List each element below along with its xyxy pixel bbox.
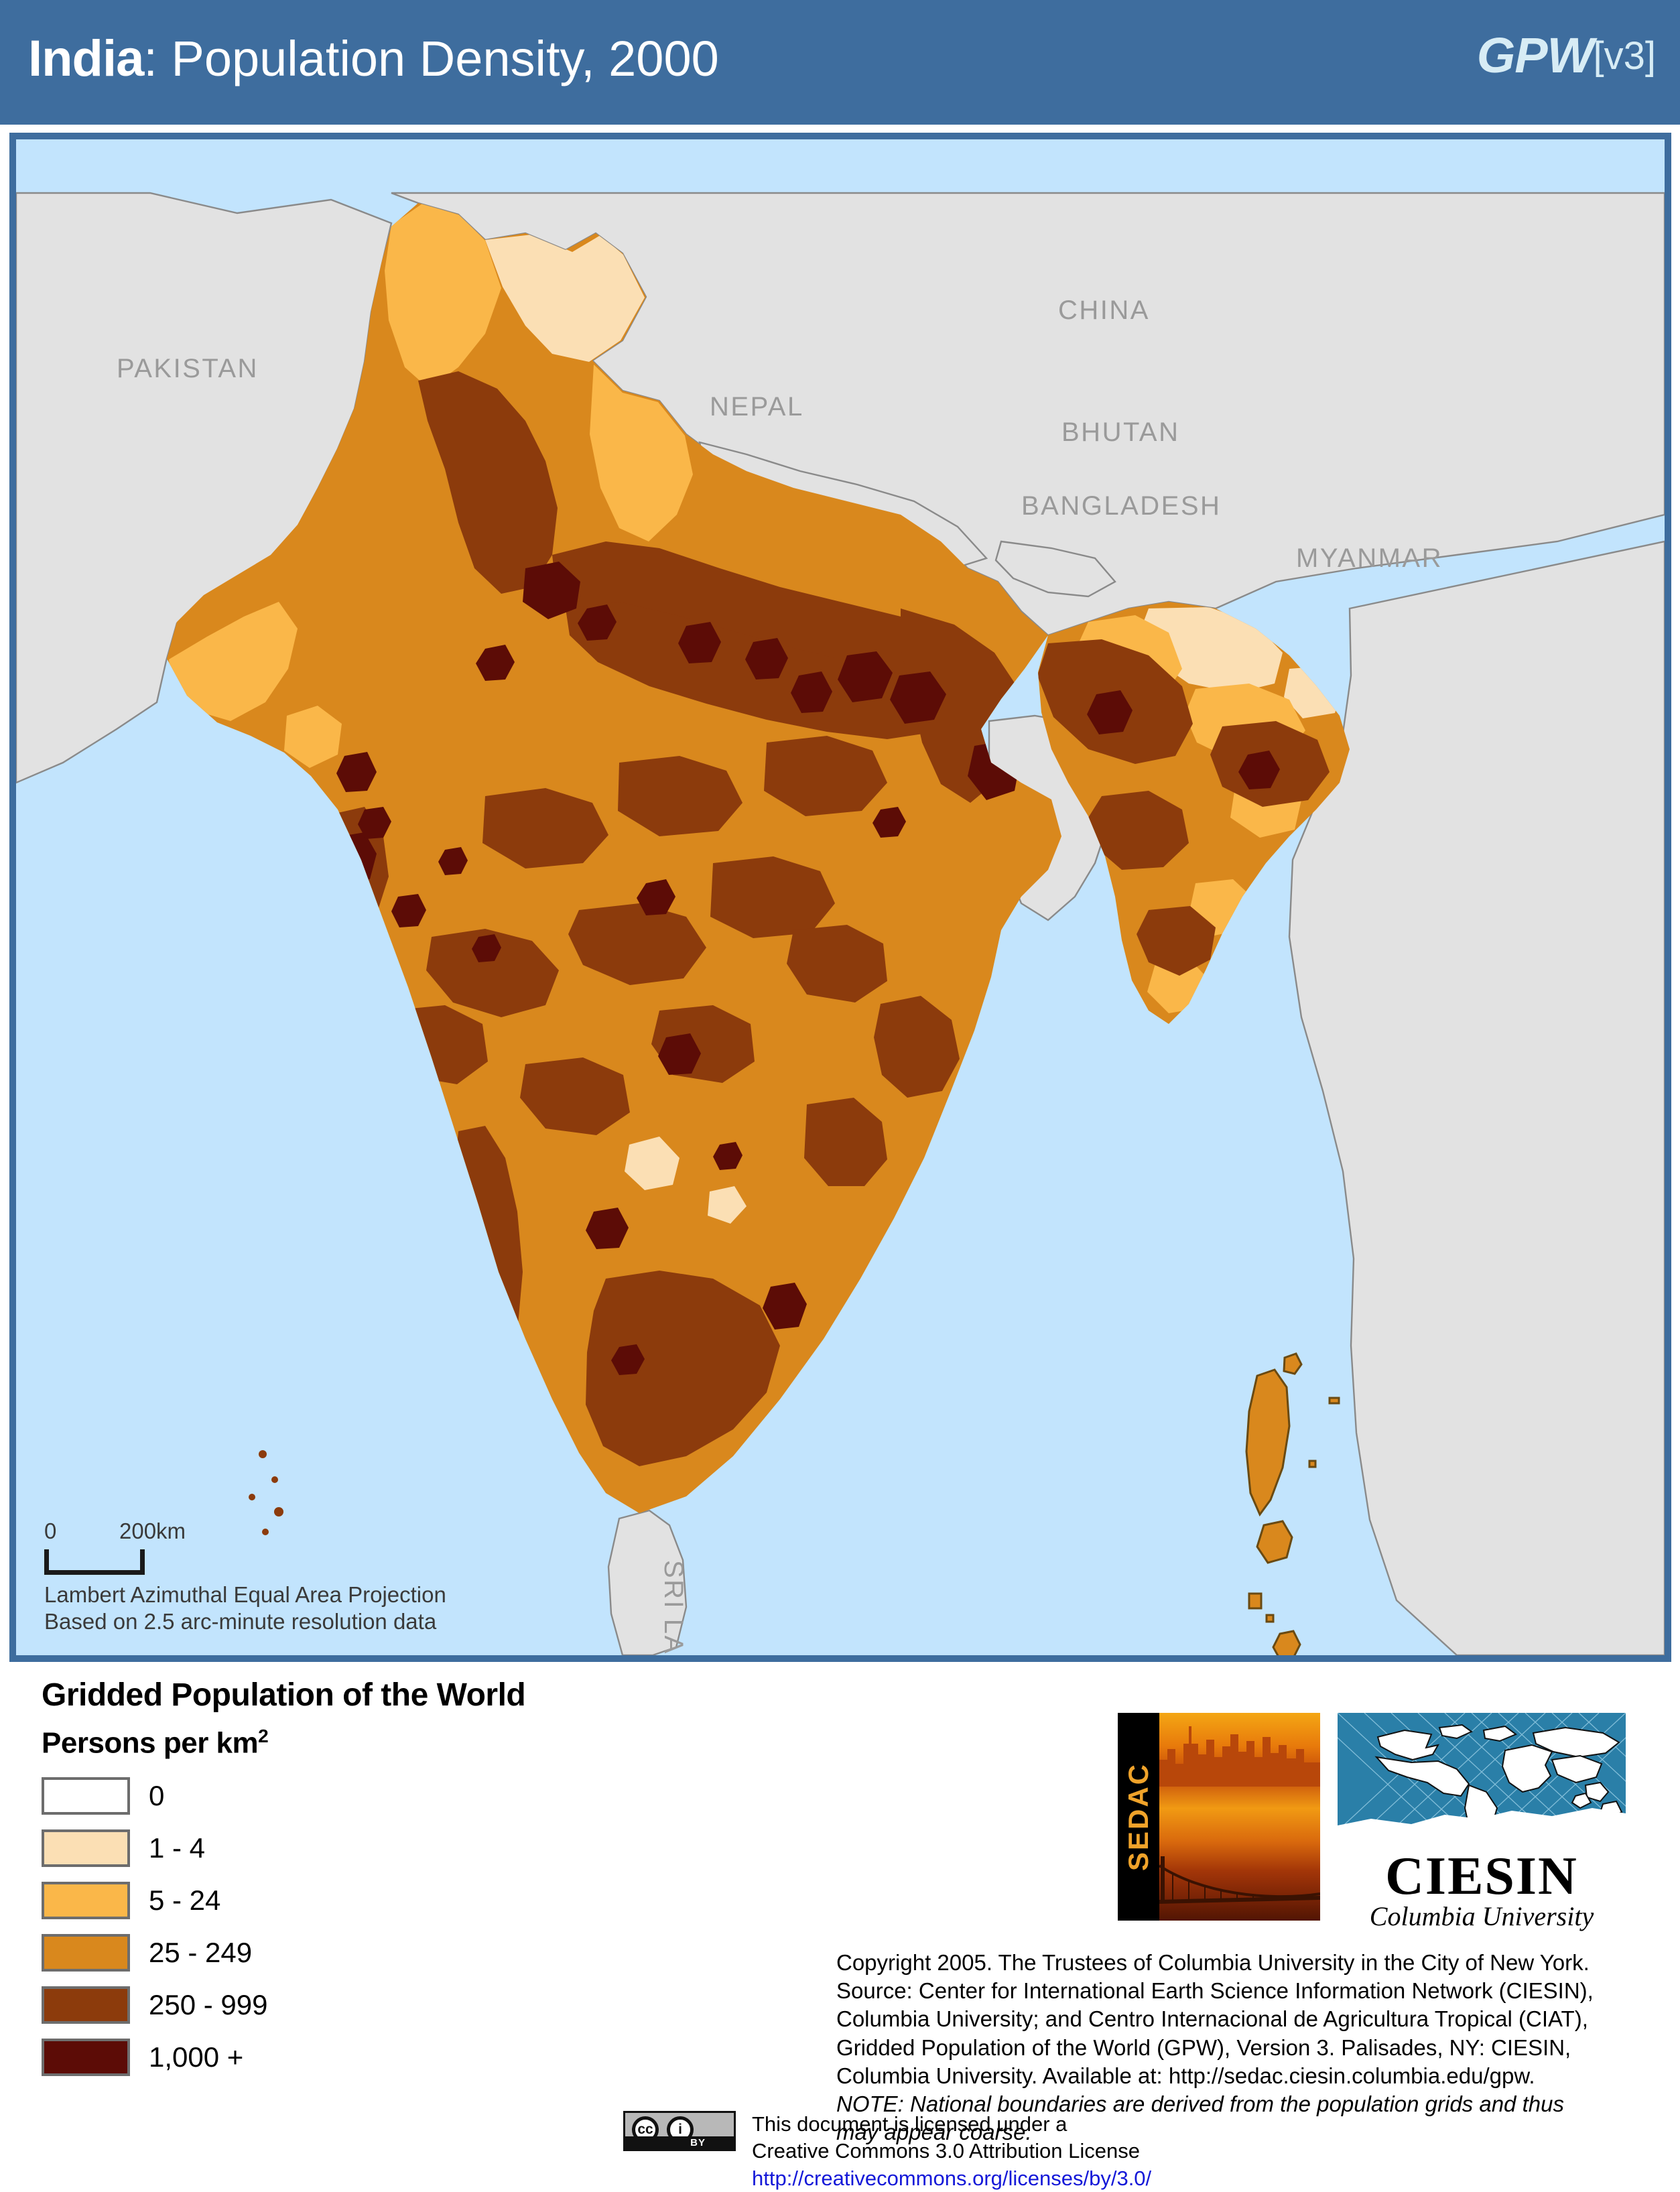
label-bangladesh: BANGLADESH (1021, 491, 1221, 521)
scale-bracket (44, 1549, 145, 1575)
sedac-sidebar: SEDAC (1118, 1713, 1159, 1921)
land-srilanka (607, 1509, 688, 1655)
legend-swatch-0 (42, 1777, 130, 1815)
projection-line-1: Lambert Azimuthal Equal Area Projection (44, 1582, 446, 1607)
license-text: This document is licensed under a Creati… (752, 2111, 1151, 2192)
copyright-line-5: Columbia University. Available at: http:… (836, 2063, 1535, 2088)
copyright-line-1: Copyright 2005. The Trustees of Columbia… (836, 1950, 1590, 1975)
country-labels-group: CHINA PAKISTAN NEPAL BHUTAN BANGLADESH M… (117, 296, 1443, 1655)
ciesin-world-map (1338, 1713, 1626, 1850)
bridge-icon (1159, 1856, 1320, 1904)
legend-label-4: 250 - 999 (149, 1988, 268, 2020)
population-density-map[interactable]: CHINA PAKISTAN NEPAL BHUTAN BANGLADESH M… (16, 139, 1665, 1655)
lakshadweep-islands (249, 1450, 283, 1535)
legend-label-3: 25 - 249 (149, 1936, 253, 1968)
legend-swatch-5 (42, 2038, 130, 2076)
title-subject: : Population Density, 2000 (143, 31, 719, 86)
legend-swatch-1 (42, 1829, 130, 1867)
world-map-icon (1338, 1713, 1626, 1850)
copyright-note-1: NOTE: National boundaries are derived fr… (836, 2091, 1564, 2117)
legend-swatch-3 (42, 1933, 130, 1972)
brand-version: [v3] (1593, 34, 1657, 78)
ciesin-logo[interactable]: CIESIN Columbia University (1338, 1713, 1626, 1932)
copyright-line-3: Columbia University; and Centro Internac… (836, 2006, 1588, 2032)
legend-title: Gridded Population of the World (42, 1677, 526, 1713)
license-url-link[interactable]: http://creativecommons.org/licenses/by/3… (752, 2166, 1152, 2190)
scale-bar: 0 200km Lambert Azimuthal Equal Area Pro… (44, 1519, 446, 1636)
sedac-photo (1159, 1713, 1320, 1921)
brand-logo: GPW[v3] (1477, 27, 1656, 84)
legend-label-5: 1,000 + (149, 2041, 244, 2073)
copyright-note-2: may appear coarse. (836, 2120, 1032, 2145)
label-china: CHINA (1058, 296, 1150, 325)
legend-swatch-2 (42, 1881, 130, 1919)
legend-item-0[interactable]: 0 (42, 1775, 712, 1817)
label-pakistan: PAKISTAN (117, 354, 259, 383)
cityscape-icon (1159, 1726, 1320, 1787)
legend-label-2: 5 - 24 (149, 1884, 221, 1916)
ciesin-name: CIESIN (1385, 1847, 1578, 1906)
legend-item-5[interactable]: 1,000 + (42, 2037, 712, 2078)
class-1-4-patches (485, 235, 747, 1224)
ciesin-subtitle: Columbia University (1369, 1901, 1594, 1931)
creative-commons-badge-icon[interactable]: cc i BY (623, 2111, 736, 2151)
legend-units-text: Persons per km (42, 1726, 259, 1760)
header-banner: India: Population Density, 2000 GPW[v3] (0, 0, 1680, 125)
legend-units: Persons per km2 (42, 1726, 712, 1760)
license-block: cc i BY This document is licensed under … (623, 2111, 1151, 2192)
legend-item-2[interactable]: 5 - 24 (42, 1880, 712, 1921)
copyright-line-2: Source: Center for International Earth S… (836, 1978, 1594, 2004)
page-title: India: Population Density, 2000 (28, 29, 719, 88)
legend-item-3[interactable]: 25 - 249 (42, 1932, 712, 1974)
title-country: India (28, 30, 144, 87)
legend-item-4[interactable]: 250 - 999 (42, 1984, 712, 2026)
sedac-wordmark: SEDAC (1122, 1762, 1154, 1872)
legend-label-1: 1 - 4 (149, 1831, 206, 1864)
brand-gpw: GPW (1476, 27, 1594, 83)
map-canvas[interactable]: CHINA PAKISTAN NEPAL BHUTAN BANGLADESH M… (9, 133, 1671, 1662)
license-line-2: Creative Commons 3.0 Attribution License (752, 2139, 1140, 2163)
legend-label-0: 0 (149, 1779, 165, 1811)
map-legend: Gridded Population of the World Persons … (42, 1677, 712, 2089)
scale-label-distance: 200km (119, 1518, 186, 1543)
copyright-text: Copyright 2005. The Trustees of Columbia… (836, 1949, 1674, 2147)
andaman-nicobar-islands (1245, 1352, 1340, 1655)
label-myanmar: MYANMAR (1296, 543, 1443, 573)
legend-units-exponent: 2 (258, 1726, 269, 1746)
ciesin-wordmark: CIESIN Columbia University (1338, 1847, 1626, 1932)
ne-class-1000-plus (1087, 690, 1280, 789)
copyright-line-4: Gridded Population of the World (GPW), V… (836, 2035, 1571, 2060)
cc-by-label: BY (625, 2136, 734, 2149)
land-bhutan (994, 540, 1116, 598)
neighbor-countries (16, 192, 1665, 1655)
license-line-1: This document is licensed under a (752, 2112, 1068, 2136)
logos-row: SEDAC (1118, 1713, 1626, 1932)
projection-line-2: Based on 2.5 arc-minute resolution data (44, 1608, 437, 1634)
scale-label-zero: 0 (44, 1518, 57, 1543)
legend-swatch-4 (42, 1986, 130, 2024)
label-bhutan: BHUTAN (1061, 417, 1179, 447)
legend-item-1[interactable]: 1 - 4 (42, 1827, 712, 1869)
label-srilanka: SRI LANKA (659, 1560, 688, 1655)
sedac-logo[interactable]: SEDAC (1118, 1713, 1320, 1921)
label-nepal: NEPAL (710, 392, 804, 422)
